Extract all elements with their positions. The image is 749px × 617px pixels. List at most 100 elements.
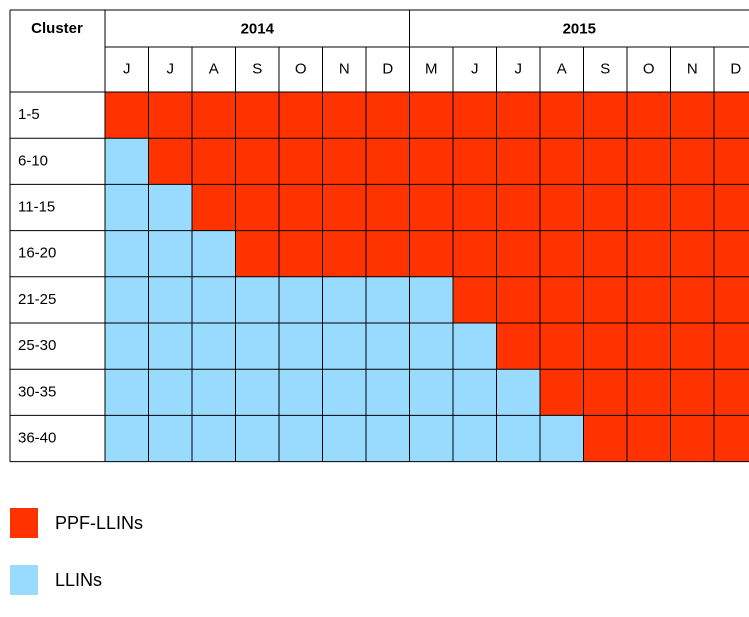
- cell: [627, 276, 671, 323]
- cell: [279, 369, 323, 416]
- cell: [540, 369, 584, 416]
- cell: [366, 323, 410, 370]
- cluster-label: 25-30: [18, 337, 56, 354]
- cell: [496, 323, 540, 370]
- cell: [453, 230, 497, 277]
- cluster-label: 11-15: [18, 198, 55, 215]
- cell: [192, 323, 236, 370]
- cell: [453, 138, 497, 185]
- cell: [322, 276, 366, 323]
- cell: [148, 323, 192, 370]
- cell: [105, 415, 149, 462]
- month-label: N: [339, 60, 350, 77]
- cell: [105, 138, 149, 185]
- cell: [409, 138, 453, 185]
- cell: [322, 138, 366, 185]
- cell: [540, 276, 584, 323]
- cell: [583, 230, 627, 277]
- cell: [366, 276, 410, 323]
- cell: [322, 415, 366, 462]
- cell: [583, 369, 627, 416]
- cell: [409, 415, 453, 462]
- cell: [627, 323, 671, 370]
- cell: [714, 138, 749, 185]
- cell: [148, 184, 192, 231]
- cell: [670, 323, 714, 370]
- cell: [714, 415, 749, 462]
- cell: [148, 92, 192, 139]
- year-label: 2015: [563, 20, 596, 37]
- cell: [235, 138, 279, 185]
- cell: [322, 92, 366, 139]
- legend-swatch: [10, 508, 38, 538]
- cell: [453, 92, 497, 139]
- cell: [409, 230, 453, 277]
- cell: [714, 230, 749, 277]
- month-label: O: [295, 60, 307, 77]
- month-label: J: [123, 60, 131, 77]
- cell: [235, 230, 279, 277]
- cell: [583, 323, 627, 370]
- cell: [192, 138, 236, 185]
- cell: [496, 92, 540, 139]
- cell: [192, 369, 236, 416]
- cell: [627, 138, 671, 185]
- cell: [409, 369, 453, 416]
- cell: [409, 92, 453, 139]
- cell: [366, 184, 410, 231]
- month-label: A: [557, 60, 567, 77]
- month-label: J: [471, 60, 479, 77]
- year-label: 2014: [241, 20, 275, 37]
- cell: [279, 323, 323, 370]
- cell: [192, 415, 236, 462]
- cell: [105, 323, 149, 370]
- cell: [453, 276, 497, 323]
- cell: [627, 415, 671, 462]
- cell: [105, 184, 149, 231]
- cell: [366, 415, 410, 462]
- cell: [670, 276, 714, 323]
- cell: [714, 369, 749, 416]
- cluster-label: 30-35: [18, 383, 56, 400]
- cell: [453, 415, 497, 462]
- cell: [366, 369, 410, 416]
- cell: [148, 369, 192, 416]
- month-label: O: [643, 60, 655, 77]
- cell: [670, 415, 714, 462]
- cell: [540, 138, 584, 185]
- cell: [105, 230, 149, 277]
- cluster-label: 36-40: [18, 429, 56, 446]
- month-label: M: [425, 60, 438, 77]
- cell: [279, 230, 323, 277]
- cell: [105, 369, 149, 416]
- cell: [235, 415, 279, 462]
- cell: [235, 276, 279, 323]
- cell: [148, 276, 192, 323]
- month-label: A: [209, 60, 219, 77]
- cell: [148, 230, 192, 277]
- cluster-label: 16-20: [18, 245, 56, 262]
- cell: [366, 92, 410, 139]
- cell: [192, 184, 236, 231]
- cell: [366, 230, 410, 277]
- legend-label: LLINs: [55, 570, 102, 590]
- cell: [670, 369, 714, 416]
- cell: [192, 230, 236, 277]
- cell: [714, 323, 749, 370]
- cell: [279, 184, 323, 231]
- cell: [192, 276, 236, 323]
- cell: [670, 230, 714, 277]
- cell: [322, 369, 366, 416]
- cell: [366, 138, 410, 185]
- cell: [279, 415, 323, 462]
- cell: [627, 92, 671, 139]
- cell: [627, 184, 671, 231]
- cell: [192, 92, 236, 139]
- cell: [496, 369, 540, 416]
- month-label: D: [382, 60, 393, 77]
- cell: [627, 369, 671, 416]
- cell: [540, 323, 584, 370]
- cell: [583, 276, 627, 323]
- cluster-label: 1-5: [18, 106, 40, 123]
- cell: [627, 230, 671, 277]
